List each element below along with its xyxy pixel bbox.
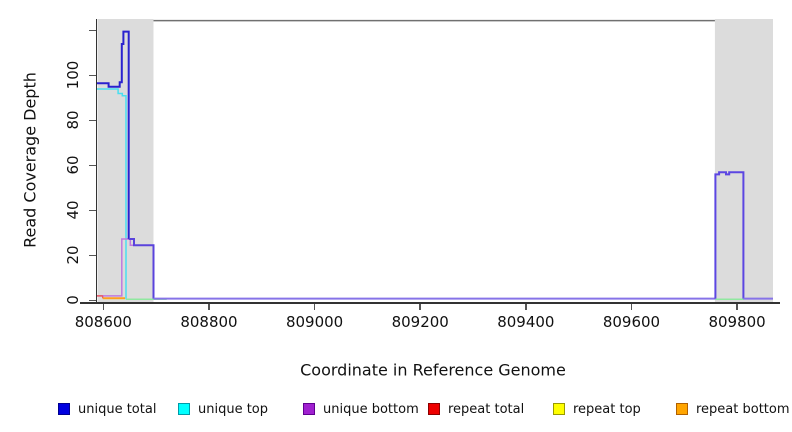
x-axis-title: Coordinate in Reference Genome [300, 360, 566, 380]
y-tick [89, 209, 96, 212]
x-tick [313, 303, 316, 310]
legend-item-repeat-top: repeat top [553, 401, 641, 417]
x-tick [630, 303, 633, 310]
series-line-unique-total [128, 238, 155, 299]
x-tick-label: 809400 [497, 313, 555, 331]
legend-swatch-icon [303, 403, 315, 415]
legend-swatch-icon [676, 403, 688, 415]
y-tick [89, 74, 96, 77]
y-tick-label: 40 [64, 200, 82, 220]
y-tick [89, 164, 96, 167]
legend-label: repeat bottom [696, 401, 790, 417]
legend-swatch-icon [58, 403, 70, 415]
chart-canvas [97, 19, 773, 302]
series-line-unique-total [97, 30, 130, 239]
legend-item-repeat-total: repeat total [428, 401, 525, 417]
series-line-unique-bottom [102, 238, 134, 297]
y-tick-label: 60 [64, 155, 82, 175]
series-line-unique-top [97, 88, 127, 300]
x-tick-label: 809800 [708, 313, 766, 331]
y-axis-title: Read Coverage Depth [20, 72, 40, 248]
x-tick-label: 808600 [74, 313, 132, 331]
legend-swatch-icon [553, 403, 565, 415]
series-line-unique-total [714, 171, 745, 299]
y-tick [89, 254, 96, 257]
y-tick-label: 20 [64, 245, 82, 265]
legend-swatch-icon [428, 403, 440, 415]
legend-item-unique-bottom: unique bottom [303, 401, 419, 417]
x-tick-label: 809200 [391, 313, 449, 331]
x-tick [102, 303, 105, 310]
legend-label: unique total [78, 401, 157, 417]
x-tick [525, 303, 527, 310]
y-tick [89, 299, 96, 302]
x-tick-label: 808800 [180, 313, 238, 331]
y-tick-label: 0 [64, 295, 82, 306]
plot-area [97, 19, 773, 302]
legend-label: repeat top [573, 401, 641, 417]
y-tick-label: 80 [64, 110, 82, 130]
x-tick [419, 303, 421, 310]
x-tick-label: 809600 [602, 313, 661, 331]
x-tick [208, 303, 210, 310]
legend-label: unique bottom [323, 401, 419, 417]
legend-label: repeat total [448, 401, 525, 417]
legend-swatch-icon [178, 403, 190, 415]
x-tick [736, 303, 738, 310]
y-tick-label: 100 [64, 61, 82, 90]
y-tick [89, 29, 96, 32]
legend-label: unique top [198, 401, 269, 417]
legend-item-repeat-bottom: repeat bottom [676, 401, 790, 417]
legend-item-unique-top: unique top [178, 401, 269, 417]
y-tick [89, 119, 96, 122]
legend-item-unique-total: unique total [58, 401, 157, 417]
x-axis-line [80, 302, 780, 304]
y-axis-line [95, 19, 97, 303]
x-tick-label: 809000 [285, 313, 344, 331]
